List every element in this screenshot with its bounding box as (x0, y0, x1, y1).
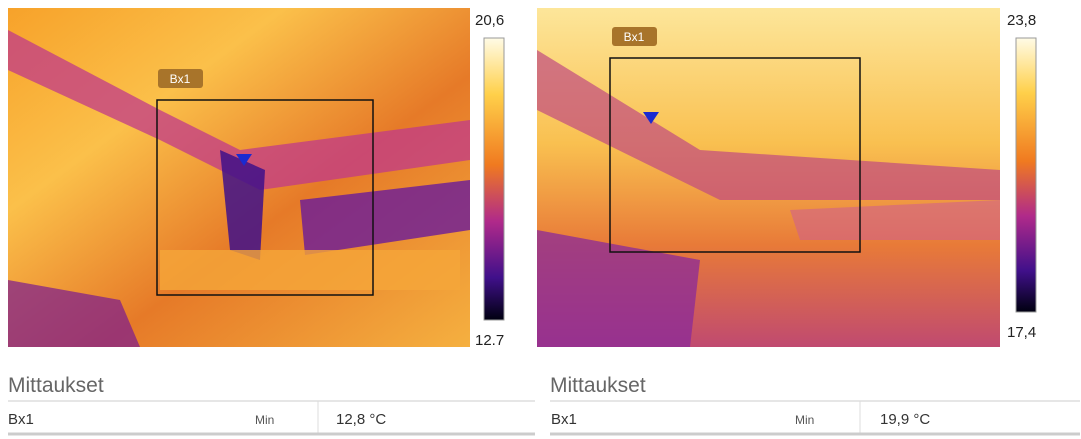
thermal-image (537, 8, 1000, 347)
row-name: Bx1 (551, 411, 577, 428)
row-kind: Min (795, 413, 814, 427)
box-label: Bx1 (170, 72, 191, 86)
row-value: 12,8 °C (336, 411, 386, 428)
screen: Bx1 20,6 12.7 Bx1 23,8 17,4 Mittaukset B… (0, 0, 1081, 439)
scale-max: 20,6 (475, 12, 504, 29)
row-name: Bx1 (8, 411, 34, 428)
thermal-image (8, 8, 470, 347)
scale-min: 17,4 (1007, 324, 1036, 341)
box-label: Bx1 (624, 30, 645, 44)
scale-min: 12.7 (475, 332, 504, 349)
section-title: Mittaukset (8, 374, 104, 397)
color-scale (1016, 38, 1036, 312)
row-value: 19,9 °C (880, 411, 930, 428)
row-kind: Min (255, 413, 274, 427)
scale-max: 23,8 (1007, 12, 1036, 29)
section-title: Mittaukset (550, 374, 646, 397)
color-scale (484, 38, 504, 320)
